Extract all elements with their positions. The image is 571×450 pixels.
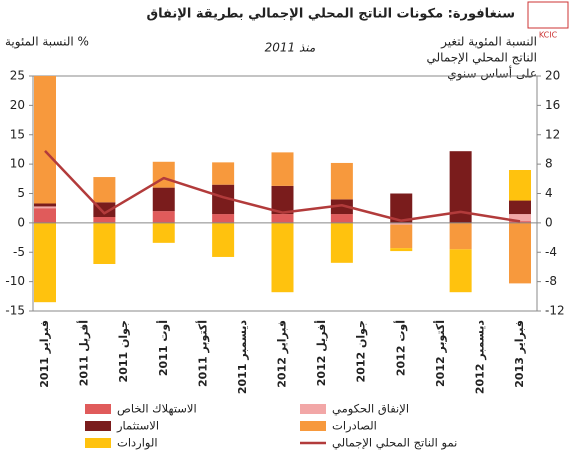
legend-swatch <box>85 438 111 448</box>
y2-tick-label: -12 <box>545 304 565 318</box>
bar-segment <box>509 221 531 223</box>
chart-subtitle: منذ 2011 <box>265 41 316 55</box>
bar-segment <box>390 222 413 225</box>
bar-segment <box>152 187 175 212</box>
bar-segment <box>152 211 175 223</box>
x-tick-label: أفريل 2012 <box>314 320 328 386</box>
y2-tick-label: 12 <box>545 127 560 141</box>
bar-segment <box>93 177 116 203</box>
bar-segment <box>34 206 56 209</box>
logo-text: KCIC <box>539 31 558 40</box>
x-tick-label: جوان 2011 <box>117 320 130 382</box>
y2-tick-label: -8 <box>545 274 557 288</box>
x-tick-label: أفريل 2011 <box>77 320 91 386</box>
bar-segment <box>449 249 472 293</box>
legend-label: نمو الناتج المحلي الإجمالي <box>332 436 457 450</box>
bar-segment <box>330 214 353 223</box>
legend-swatch <box>300 421 326 431</box>
bar-segment <box>330 222 353 263</box>
x-tick-label: ديسمبر 2012 <box>473 320 486 394</box>
y2-axis-label: الناتج المحلي الإجمالي <box>427 51 537 65</box>
x-tick-label: فبراير 2013 <box>513 320 526 388</box>
bar-segment <box>93 217 116 223</box>
bar-segment <box>271 185 294 215</box>
x-tick-label: أوت 2011 <box>156 320 170 376</box>
bar-segment <box>390 224 413 249</box>
y-tick-label: 0 <box>17 215 25 229</box>
y-tick-label: 20 <box>10 98 25 112</box>
bar-segment <box>390 248 413 252</box>
bar-segment <box>152 222 175 243</box>
logo <box>527 1 569 29</box>
y-tick-label: 5 <box>17 186 25 200</box>
bar-segment <box>509 214 531 222</box>
y-tick-label: 10 <box>10 157 25 171</box>
bar-segment <box>449 151 472 223</box>
bar-segment <box>34 222 56 303</box>
y-axis-label: النسبة المئوية % <box>5 35 89 50</box>
legend-label: الاستهلاك الخاص <box>117 402 197 417</box>
legend-label: الواردات <box>117 436 158 450</box>
x-tick-label: أوت 2012 <box>393 320 407 376</box>
y-tick-label: 15 <box>10 127 25 141</box>
x-tick-label: ديسمبر 2011 <box>236 320 249 394</box>
bar-segment <box>330 199 353 215</box>
bar-segment <box>449 222 472 250</box>
bar-segment <box>509 170 531 201</box>
y2-axis-label: النسبة المئوية لتغير <box>440 35 537 50</box>
legend-label: الصادرات <box>332 419 377 434</box>
y2-axis-label: على أساس سنوي <box>447 66 537 82</box>
bar-segment <box>509 200 531 215</box>
bar-segment <box>34 76 56 204</box>
x-tick-label: جوان 2012 <box>355 320 368 382</box>
bar-segment <box>212 214 235 223</box>
y2-tick-label: 8 <box>545 157 553 171</box>
y2-tick-label: 16 <box>545 98 560 112</box>
y-tick-label: 25 <box>10 69 25 83</box>
y2-tick-label: -4 <box>545 245 557 259</box>
bar-segment <box>212 184 235 215</box>
x-tick-label: أكتوبر 2012 <box>433 320 447 387</box>
x-tick-label: أكتوبر 2011 <box>195 320 209 387</box>
legend-label: الاستثمار <box>116 419 159 434</box>
bar-segment <box>34 208 56 223</box>
bar-segment <box>330 162 353 200</box>
bar-segment <box>509 222 531 284</box>
bar-segment <box>390 193 413 223</box>
y2-tick-label: 0 <box>545 215 553 229</box>
bar-segment <box>212 222 235 257</box>
x-tick-label: فبراير 2012 <box>276 320 289 388</box>
y-tick-label: -10 <box>5 274 25 288</box>
legend-swatch <box>85 404 111 414</box>
bar-segment <box>212 162 235 185</box>
legend-swatch <box>85 421 111 431</box>
bar-segment <box>93 222 116 264</box>
line-series <box>44 150 521 223</box>
bar-segment <box>34 203 56 207</box>
bar-segment <box>271 222 294 293</box>
chart-title: سنغافورة: مكونات الناتج المحلي الإجمالي … <box>147 7 516 22</box>
y-tick-label: -15 <box>5 304 25 318</box>
legend-label: الإنفاق الحكومي <box>332 402 409 417</box>
bar-segment <box>271 152 294 186</box>
y2-tick-label: 4 <box>545 186 553 200</box>
y2-tick-label: 20 <box>545 69 560 83</box>
bar-segment <box>271 214 294 223</box>
y-tick-label: -5 <box>13 245 25 259</box>
x-tick-label: فبراير 2011 <box>38 320 51 388</box>
legend-swatch <box>300 404 326 414</box>
